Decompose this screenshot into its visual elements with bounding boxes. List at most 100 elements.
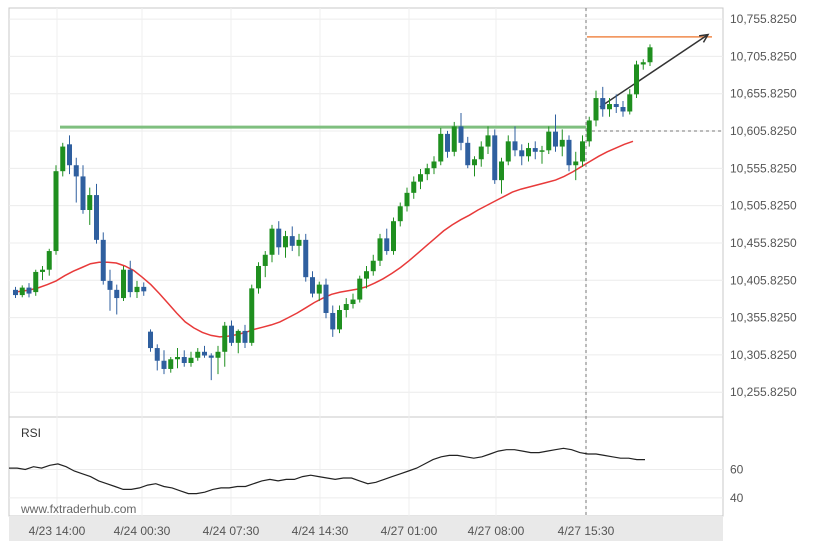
x-tick-label: 4/27 08:00 [468, 524, 525, 538]
candle-body [141, 286, 147, 292]
candle-body [593, 98, 599, 121]
candle [188, 351, 194, 367]
candle-body [607, 104, 612, 110]
candle [148, 329, 153, 352]
candle-body [384, 238, 390, 252]
candle [559, 129, 565, 157]
candle-body [418, 174, 423, 182]
candle [350, 293, 356, 309]
candle [404, 187, 410, 212]
candle-body [499, 161, 504, 181]
candle-body [600, 98, 606, 110]
candle-body [148, 331, 153, 349]
candle-body [492, 135, 498, 181]
candle-body [235, 330, 241, 343]
candle [80, 165, 86, 214]
candle-body [424, 168, 430, 175]
y-tick-label: 10,355.8250 [730, 311, 797, 325]
candle [330, 305, 336, 337]
x-tick-label: 4/27 01:00 [381, 524, 438, 538]
candle-body [458, 126, 464, 143]
candle [438, 127, 444, 166]
candle-body [222, 325, 228, 352]
candle-body [249, 288, 255, 343]
candle [296, 233, 302, 257]
candle-body [613, 104, 619, 108]
candle [262, 251, 268, 278]
candle-body [391, 221, 396, 252]
candle [377, 233, 383, 266]
candle-body [526, 148, 531, 157]
candle-body [512, 141, 518, 151]
candle [418, 168, 423, 190]
candle-body [53, 171, 59, 252]
candle-body [242, 330, 248, 343]
candle [384, 228, 390, 255]
candle-body [26, 287, 32, 294]
candle [121, 265, 126, 302]
y-tick-label: 10,305.8250 [730, 348, 797, 362]
candle [202, 345, 207, 358]
x-axis-band [9, 516, 723, 541]
candle-body [269, 228, 275, 255]
candle [505, 135, 511, 166]
candle-body [154, 348, 160, 361]
candle [364, 265, 369, 289]
candle [87, 187, 93, 225]
candle [222, 321, 228, 367]
candle-body [553, 131, 558, 147]
candle-body [505, 141, 511, 162]
candle-body [289, 236, 295, 246]
candle-body [256, 265, 261, 289]
candle [303, 233, 309, 282]
candle [323, 278, 329, 319]
candle-body [195, 351, 201, 358]
candle [397, 202, 403, 227]
candle-body [485, 135, 491, 147]
candle-body [127, 269, 133, 293]
rsi-tick-label: 60 [730, 463, 744, 477]
candle-body [262, 254, 268, 266]
candle [370, 254, 376, 276]
candle-body [451, 126, 457, 152]
candle [154, 344, 160, 371]
candle [607, 98, 612, 117]
candle-body [397, 206, 403, 222]
candle-body [586, 120, 592, 142]
candle-body [404, 192, 410, 207]
candle [53, 165, 59, 255]
rsi-series-line [9, 447, 645, 495]
candle [343, 298, 349, 318]
candle-body [377, 238, 383, 261]
candle-body [532, 148, 538, 152]
candle-body [181, 357, 187, 363]
candle [141, 282, 147, 296]
x-tick-label: 4/23 14:00 [29, 524, 86, 538]
candle [26, 283, 32, 298]
candle-body [60, 146, 66, 172]
candle [215, 345, 221, 375]
candle [451, 121, 457, 157]
candle [512, 126, 518, 157]
candle [114, 284, 120, 315]
candle [458, 112, 464, 151]
candle [242, 324, 248, 349]
candle [620, 101, 626, 117]
candle-body [566, 139, 572, 166]
candle-body [330, 312, 336, 330]
candle [424, 163, 430, 181]
candle [485, 126, 491, 155]
candle [107, 269, 113, 311]
candle-body [303, 239, 309, 278]
candle-body [573, 161, 579, 166]
candle-body [634, 64, 639, 95]
candle-body [647, 47, 653, 63]
projection-arrowhead [698, 33, 710, 43]
candle [586, 116, 592, 147]
candle-body [310, 277, 315, 294]
candle-body [337, 310, 342, 330]
candle-body [229, 325, 234, 343]
projection-arrow [599, 34, 709, 108]
candle-body [208, 355, 214, 358]
candle-body [19, 287, 25, 296]
